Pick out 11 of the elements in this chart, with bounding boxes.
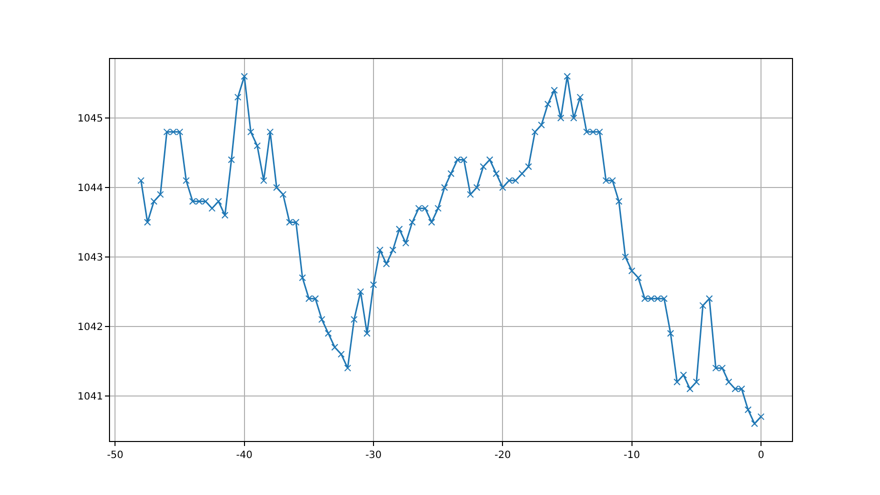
y-tick-label: 1044: [78, 182, 103, 194]
x-tick-label: 0: [758, 450, 764, 461]
y-tick-label: 1042: [78, 322, 103, 333]
x-tick-label: -10: [624, 450, 640, 461]
y-tick-label: 1043: [78, 252, 103, 264]
x-tick-label: -40: [236, 450, 252, 461]
x-tick-label: -20: [494, 450, 511, 461]
x-tick-label: -30: [365, 450, 382, 461]
x-tick-label: -50: [107, 450, 124, 461]
y-tick-label: 1045: [78, 114, 103, 125]
y-tick-label: 1041: [78, 391, 103, 402]
